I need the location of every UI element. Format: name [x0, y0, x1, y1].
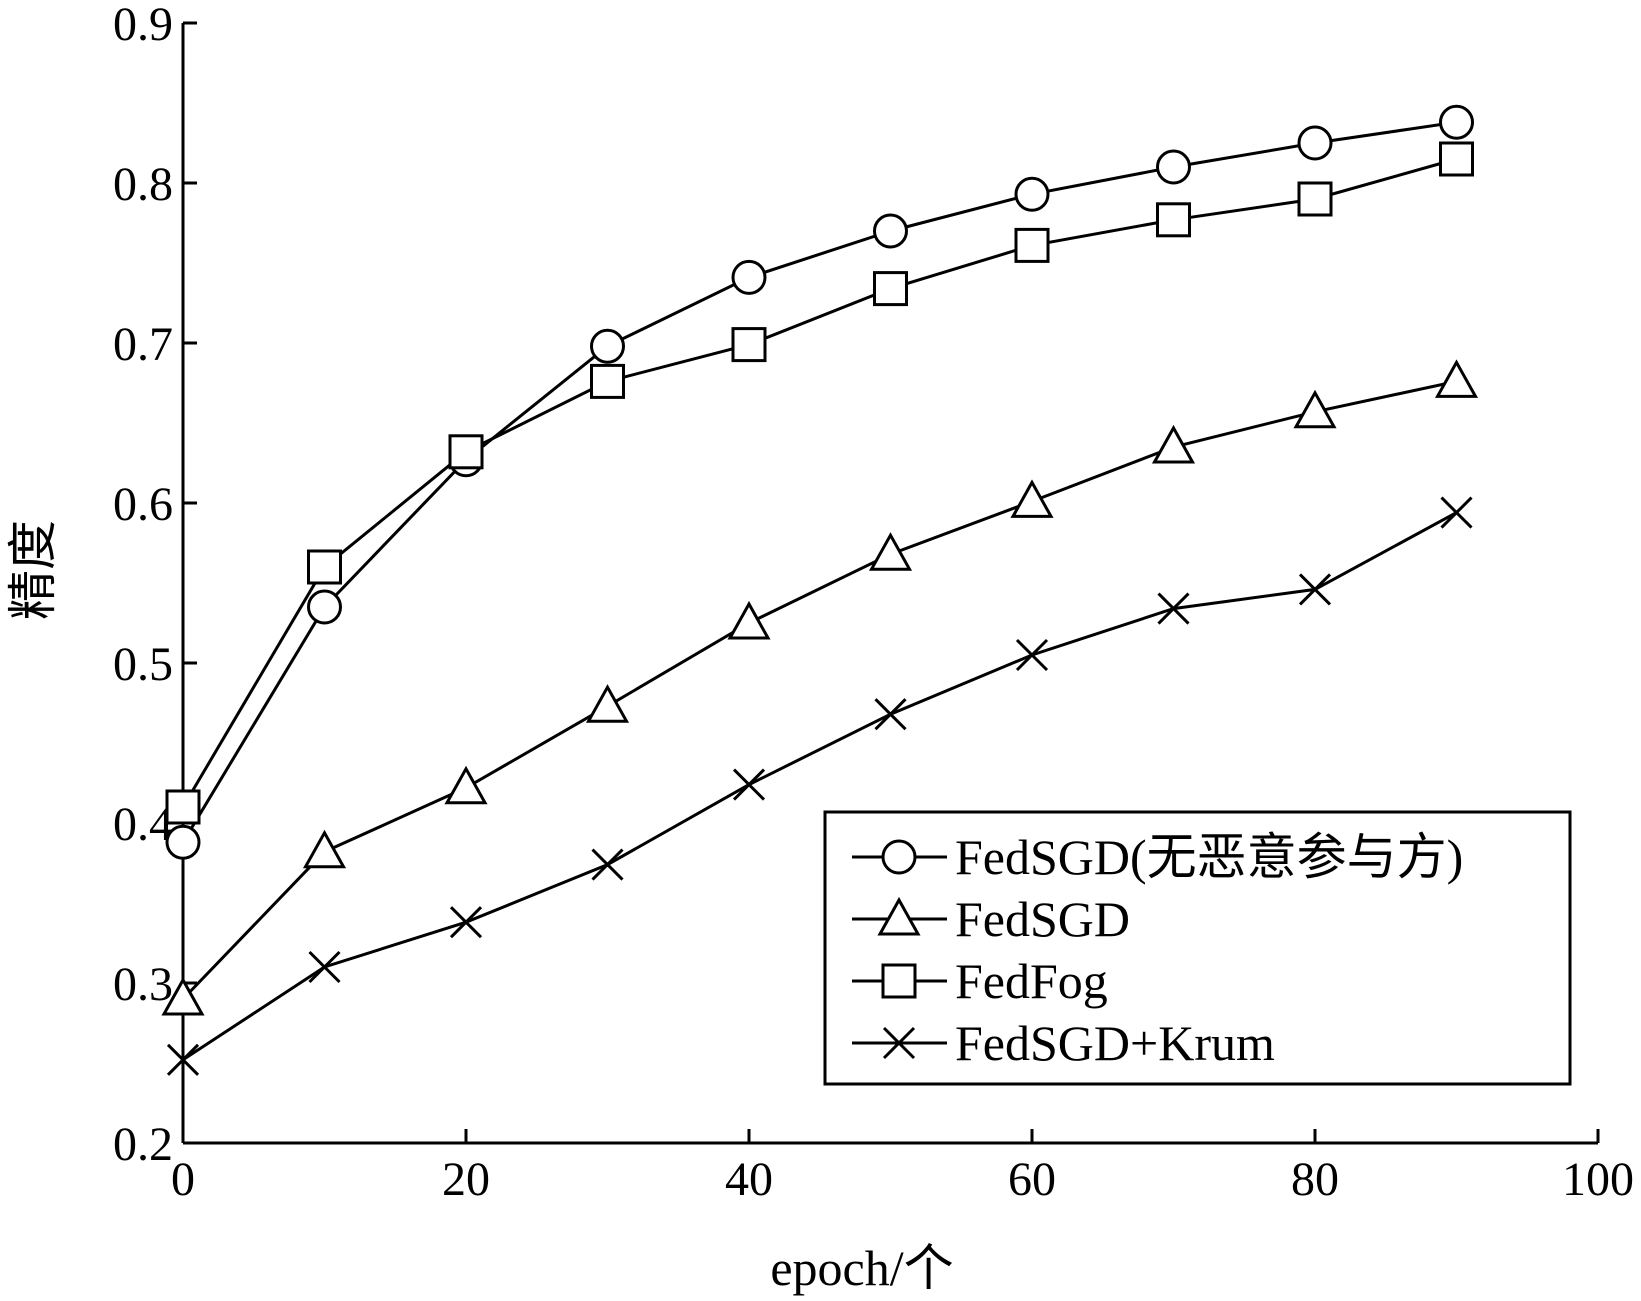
- x-marker-stroke: [1298, 573, 1332, 606]
- data-point-square: [165, 789, 201, 825]
- data-point-triangle: [585, 684, 630, 723]
- data-point-circle: [1439, 104, 1474, 140]
- data-point-triangle: [161, 976, 205, 1016]
- x-marker-stroke: [732, 768, 766, 801]
- data-point-square: [1439, 141, 1474, 177]
- legend-label: FedFog: [955, 953, 1108, 1009]
- series-line: [181, 379, 1457, 1001]
- series-line: [181, 120, 1457, 843]
- x-marker-stroke: [166, 1043, 200, 1076]
- data-point-triangle: [1010, 479, 1054, 518]
- data-point-triangle: [1293, 389, 1337, 429]
- y-tick-label: 0.4: [113, 798, 173, 851]
- data-point-triangle: [868, 532, 913, 571]
- legend-item: FedSGD: [852, 891, 1130, 947]
- data-point-circle: [1156, 149, 1191, 185]
- data-point-circle: [590, 328, 625, 364]
- x-marker-stroke: [874, 698, 907, 731]
- data-point-triangle: [727, 600, 771, 640]
- x-marker-stroke: [308, 950, 341, 984]
- data-point-x: [1440, 496, 1473, 529]
- data-point-square: [307, 549, 342, 585]
- data-point-square: [873, 271, 908, 307]
- series-triangle: [161, 359, 1479, 1016]
- data-point-x: [591, 848, 624, 881]
- x-marker-stroke: [1440, 496, 1473, 529]
- data-point-x: [874, 698, 907, 731]
- x-marker-stroke: [591, 848, 624, 881]
- series-square: [165, 141, 1474, 825]
- data-point-triangle: [302, 829, 347, 869]
- data-point-x: [449, 906, 483, 939]
- data-point-triangle: [1434, 359, 1479, 398]
- legend-marker-x: [882, 1026, 916, 1060]
- legend-marker-triangle: [877, 896, 921, 936]
- x-tick-label: 60: [1008, 1153, 1056, 1206]
- y-tick-label: 0.9: [113, 0, 173, 51]
- y-axis-label: 精度: [5, 520, 61, 620]
- legend-item: FedSGD+Krum: [852, 1015, 1275, 1071]
- data-point-square: [731, 327, 767, 363]
- data-point-triangle: [1151, 424, 1196, 464]
- series-layer: [161, 104, 1479, 1076]
- legend-marker-square: [881, 963, 917, 999]
- legend-marker-circle: [881, 839, 917, 875]
- data-point-square: [448, 434, 484, 470]
- series-circle: [165, 104, 1474, 860]
- data-point-x: [1157, 592, 1190, 625]
- data-point-square: [590, 363, 625, 399]
- y-tick-label: 0.3: [113, 958, 173, 1011]
- series-line: [182, 511, 1458, 1062]
- data-point-square: [1156, 202, 1191, 238]
- x-tick-label: 40: [725, 1153, 773, 1206]
- series-line: [181, 157, 1457, 808]
- legend-label: FedSGD(无恶意参与方): [955, 829, 1463, 885]
- y-tick-label: 0.6: [113, 478, 173, 531]
- x-marker-stroke: [1015, 638, 1049, 672]
- data-point-x: [308, 950, 341, 984]
- data-point-square: [1014, 227, 1050, 263]
- data-point-circle: [1297, 125, 1333, 161]
- data-point-circle: [307, 589, 342, 625]
- data-point-x: [166, 1043, 200, 1076]
- data-point-x: [1015, 638, 1049, 672]
- x-tick-label: 80: [1291, 1153, 1339, 1206]
- legend: FedSGD(无恶意参与方) FedSGD FedFog FedSGD+Krum: [823, 810, 1572, 1086]
- data-point-circle: [1014, 176, 1050, 212]
- data-point-triangle: [444, 765, 488, 805]
- data-point-circle: [165, 824, 201, 860]
- data-point-circle: [731, 259, 767, 295]
- x-marker-stroke: [449, 906, 483, 939]
- axes: 0 20 40 60 80 100 0.2 0.3 0.4 0.5 0.6 0.7 0.8 0.9: [113, 0, 1634, 1206]
- x-tick-label: 20: [442, 1153, 490, 1206]
- y-tick-label: 0.2: [113, 1118, 173, 1171]
- y-tick-label: 0.5: [113, 638, 173, 691]
- legend-item: FedFog: [852, 953, 1108, 1009]
- data-point-square: [1297, 181, 1333, 217]
- x-tick-label: 0: [171, 1153, 195, 1206]
- y-tick-label: 0.8: [113, 158, 173, 211]
- data-point-x: [732, 768, 766, 801]
- legend-label: FedSGD: [955, 891, 1130, 947]
- y-tick-label: 0.7: [113, 318, 173, 371]
- legend-label: FedSGD+Krum: [955, 1015, 1275, 1071]
- data-point-circle: [873, 213, 908, 249]
- legend-box: [823, 810, 1572, 1086]
- series-x: [166, 496, 1473, 1076]
- data-point-x: [1298, 573, 1332, 606]
- x-axis-label: epoch/个: [770, 1240, 953, 1296]
- x-marker-stroke: [1157, 592, 1190, 625]
- x-marker-stroke: [882, 1026, 916, 1060]
- legend-item: FedSGD(无恶意参与方): [852, 829, 1463, 885]
- x-tick-label: 100: [1562, 1153, 1634, 1206]
